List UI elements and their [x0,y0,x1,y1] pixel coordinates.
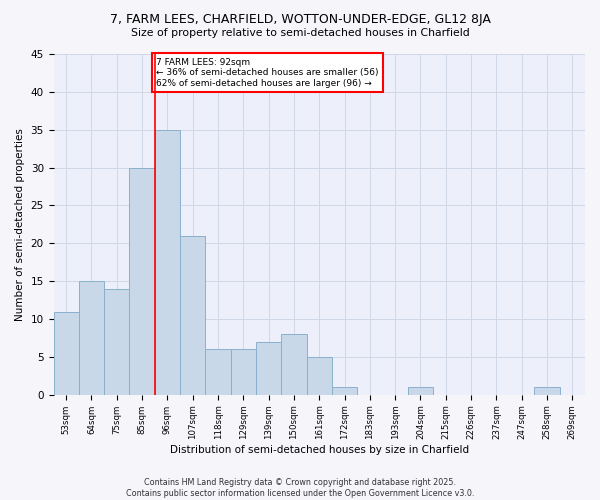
Bar [535,388,560,395]
Bar [104,289,130,395]
Bar [155,130,180,395]
Bar [307,357,332,395]
Bar [408,388,433,395]
Text: 7, FARM LEES, CHARFIELD, WOTTON-UNDER-EDGE, GL12 8JA: 7, FARM LEES, CHARFIELD, WOTTON-UNDER-ED… [110,12,490,26]
Bar [79,281,104,395]
Text: Size of property relative to semi-detached houses in Charfield: Size of property relative to semi-detach… [131,28,469,38]
Bar [256,342,281,395]
Bar [205,350,230,395]
Text: Contains HM Land Registry data © Crown copyright and database right 2025.
Contai: Contains HM Land Registry data © Crown c… [126,478,474,498]
Bar [332,388,357,395]
Y-axis label: Number of semi-detached properties: Number of semi-detached properties [15,128,25,321]
Text: 7 FARM LEES: 92sqm
← 36% of semi-detached houses are smaller (56)
62% of semi-de: 7 FARM LEES: 92sqm ← 36% of semi-detache… [156,58,379,88]
Bar [180,236,205,395]
X-axis label: Distribution of semi-detached houses by size in Charfield: Distribution of semi-detached houses by … [170,445,469,455]
Bar [53,312,79,395]
Bar [230,350,256,395]
Bar [281,334,307,395]
Bar [130,168,155,395]
